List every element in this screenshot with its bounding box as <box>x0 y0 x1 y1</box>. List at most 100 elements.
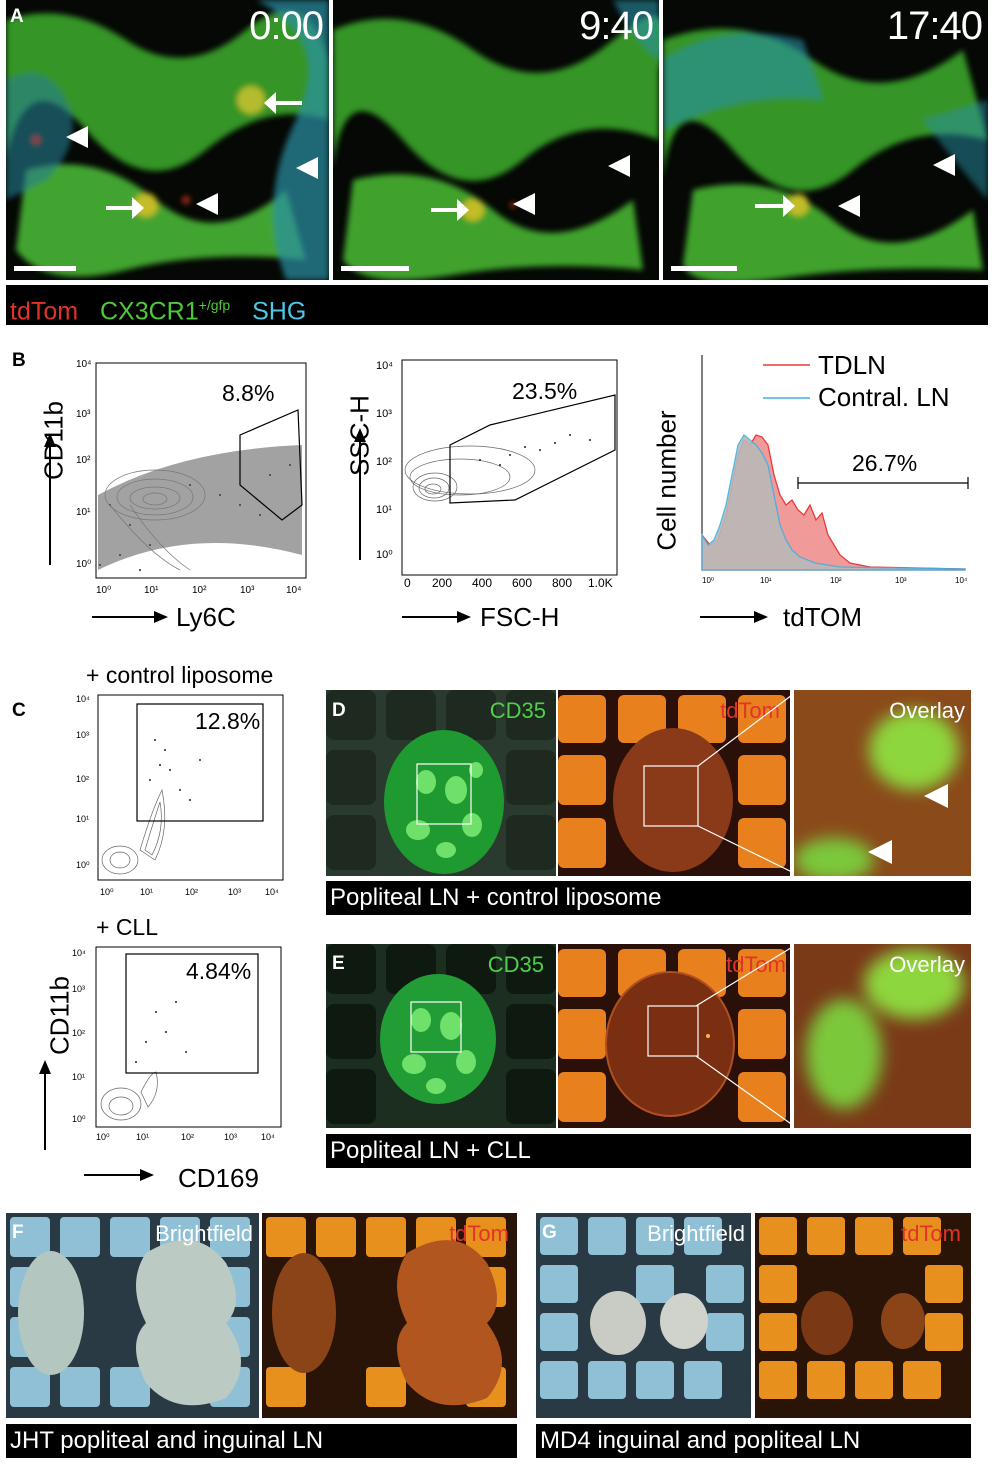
svg-text:10³: 10³ <box>224 1132 237 1142</box>
g-caption-bar: MD4 inguinal and popliteal LN <box>536 1424 971 1458</box>
svg-text:10⁴: 10⁴ <box>265 887 279 897</box>
svg-text:10¹: 10¹ <box>76 814 89 824</box>
microscopy-image <box>6 0 329 280</box>
plot2-xtick: 400 <box>472 576 493 590</box>
svg-text:10⁰: 10⁰ <box>76 860 90 870</box>
svg-text:10³: 10³ <box>228 887 241 897</box>
zoom-lines <box>698 691 797 875</box>
svg-text:10¹: 10¹ <box>376 504 392 516</box>
svg-text:10⁰: 10⁰ <box>76 559 91 570</box>
panel-letter-f: F <box>12 1222 24 1243</box>
svg-text:10⁴: 10⁴ <box>286 585 301 596</box>
microscopy-image <box>326 690 556 874</box>
panel-e-tdtom: tdTom <box>558 944 790 1128</box>
panel-f-tdtom: tdTom <box>262 1213 517 1418</box>
f-caption-bar: JHT popliteal and inguinal LN <box>6 1424 517 1458</box>
flow-plot-cll: 10⁴ 10³ 10² 10¹ 10⁰ 10⁰ 10¹ 10² 10³ 10⁴ <box>72 946 282 1142</box>
timestamp-label: 9:40 <box>579 4 654 48</box>
plot1-gate-percent: 8.8% <box>222 380 275 406</box>
svg-text:10¹: 10¹ <box>76 507 91 518</box>
timestamp-label: 0:00 <box>249 4 324 48</box>
e-overlay-label: Overlay <box>889 952 965 977</box>
panel-letter-e: E <box>332 953 345 974</box>
svg-text:10³: 10³ <box>376 408 392 420</box>
svg-text:10³: 10³ <box>76 730 89 740</box>
c-ylabel: CD11b <box>44 976 75 1056</box>
histogram-tdtom: 10⁰ 10¹ 10² 10³ 10⁴ <box>700 355 969 623</box>
plot2-xtick: 600 <box>512 576 533 590</box>
plot2-xtick: 200 <box>432 576 453 590</box>
plot3-gate-percent: 26.7% <box>852 450 918 476</box>
c-x-arrow <box>84 1169 154 1181</box>
plot2-ylabel: SSC-H <box>344 395 375 476</box>
plot3-xlabel: tdTOM <box>783 602 862 632</box>
svg-text:10²: 10² <box>76 774 89 784</box>
legend-cx3cr1: CX3CR1 <box>100 297 199 326</box>
svg-text:10¹: 10¹ <box>144 585 159 596</box>
g-tdtom-label: tdTom <box>901 1221 961 1246</box>
plot2-xtick: 0 <box>404 576 411 590</box>
svg-text:10³: 10³ <box>895 576 907 585</box>
panel-f-brightfield: Brightfield <box>6 1213 259 1418</box>
svg-text:10⁴: 10⁴ <box>76 694 90 704</box>
microscopy-image <box>759 1217 963 1399</box>
svg-text:10¹: 10¹ <box>760 576 772 585</box>
legend-tdtom: tdTom <box>10 297 79 326</box>
panel-e-overlay: Overlay <box>794 944 971 1128</box>
c-bottom-gate-percent: 4.84% <box>186 958 252 984</box>
flow-plot-cll-control: 10⁴ 10³ 10² 10¹ 10⁰ 10⁰ 10¹ 10² 10³ 10⁴ <box>76 694 284 897</box>
plot2-xtick: 1.0K <box>588 576 613 590</box>
d-tdtom-label: tdTom <box>720 698 780 723</box>
plot2-gate-percent: 23.5% <box>512 378 578 404</box>
panel-a-frame-1: 0:00 <box>6 0 329 280</box>
e-caption-bar: Popliteal LN + CLL <box>326 1134 971 1168</box>
microscopy-image <box>806 949 964 1109</box>
plot1-ylabel: CD11b <box>38 401 69 481</box>
plot3-ylabel: Cell number <box>651 410 682 551</box>
c-xlabel: CD169 <box>178 1163 259 1193</box>
svg-text:10⁰: 10⁰ <box>96 585 111 596</box>
panel-d-overlay: Overlay <box>794 690 971 876</box>
svg-text:10⁴: 10⁴ <box>955 576 968 585</box>
brightfield-image <box>540 1217 744 1399</box>
panel-a-frame-3: 17:40 <box>663 0 988 280</box>
svg-text:10²: 10² <box>181 1132 194 1142</box>
brightfield-image <box>10 1217 250 1407</box>
d-caption-bar: Popliteal LN + control liposome <box>326 881 971 915</box>
plot3-legend-tdln: TDLN <box>818 350 886 380</box>
svg-text:10⁰: 10⁰ <box>702 576 714 585</box>
legend-cx3cr1-superscript: +/gfp <box>198 297 231 313</box>
svg-text:10⁴: 10⁴ <box>72 948 86 958</box>
svg-text:10⁴: 10⁴ <box>261 1132 275 1142</box>
microscopy-image <box>333 0 659 280</box>
svg-text:10³: 10³ <box>72 984 85 994</box>
flow-plot-ly6c-cd11b: 10⁴ 10³ 10² 10¹ 10⁰ 10⁰ 10¹ 10² 10³ 10⁴ <box>44 359 307 623</box>
svg-text:10²: 10² <box>830 576 842 585</box>
panel-a-channel-legend: tdTom CX3CR1+/gfp SHG <box>6 285 988 325</box>
svg-text:10⁴: 10⁴ <box>376 360 393 372</box>
c-y-arrow <box>39 1060 51 1150</box>
svg-text:10⁰: 10⁰ <box>72 1114 86 1124</box>
svg-text:10⁰: 10⁰ <box>376 549 393 561</box>
flow-plot-fsc-ssc: 10⁴ 10³ 10² 10¹ 10⁰ <box>354 359 618 623</box>
microscopy-image <box>266 1217 506 1407</box>
svg-text:10¹: 10¹ <box>136 1132 149 1142</box>
svg-text:10³: 10³ <box>240 585 255 596</box>
microscopy-image <box>558 695 786 872</box>
microscopy-image <box>794 710 959 876</box>
svg-text:10²: 10² <box>72 1028 85 1038</box>
c-top-gate-percent: 12.8% <box>195 708 261 734</box>
svg-text:10²: 10² <box>76 455 91 466</box>
timestamp-label: 17:40 <box>886 4 983 48</box>
zoom-lines <box>696 945 795 1127</box>
panel-letter-g: G <box>542 1222 557 1243</box>
panel-g-brightfield: Brightfield <box>536 1213 751 1418</box>
plot2-xtick: 800 <box>552 576 573 590</box>
svg-text:10³: 10³ <box>76 409 91 420</box>
panel-a-frame-2: 9:40 <box>333 0 659 280</box>
panel-letter-d: D <box>332 700 346 721</box>
microscopy-image <box>663 28 988 280</box>
panel-letter-b: B <box>12 350 26 371</box>
panel-d-cd35: CD35 <box>326 690 556 876</box>
svg-text:10⁰: 10⁰ <box>100 887 114 897</box>
